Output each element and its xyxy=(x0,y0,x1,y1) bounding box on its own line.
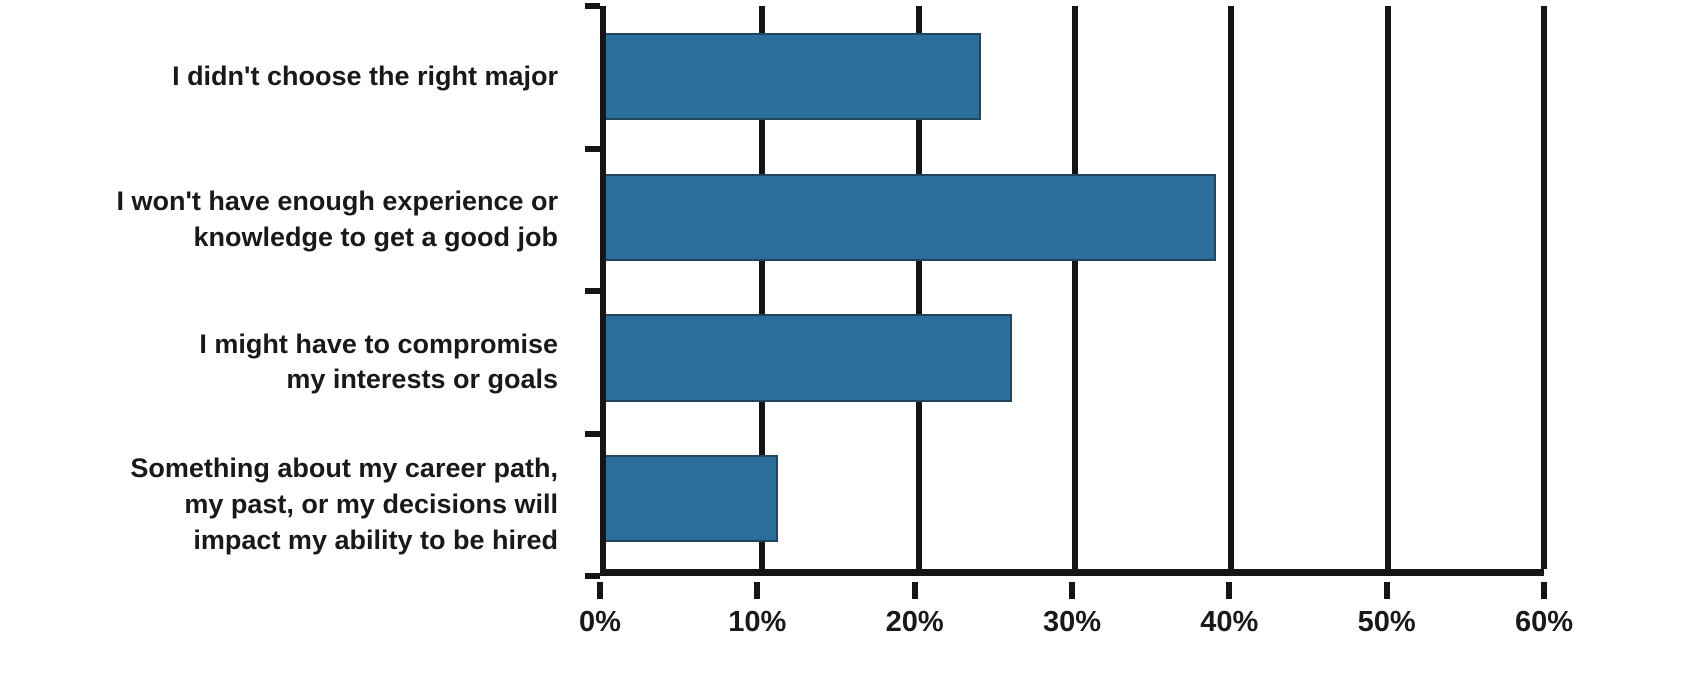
category-label: Something about my career path, my past,… xyxy=(130,453,558,555)
x-tick-mark xyxy=(754,582,761,599)
gridline xyxy=(1541,6,1547,569)
category-label: I won't have enough experience or knowle… xyxy=(116,186,558,252)
x-axis-tick-labels: 0% 10% 20% 30% 40% 50% 60% xyxy=(579,606,1573,650)
gridline xyxy=(1384,6,1391,569)
gridline xyxy=(1228,6,1235,569)
category-label: I didn't choose the right major xyxy=(172,61,558,92)
bars xyxy=(606,6,1544,569)
x-tick-mark xyxy=(911,582,918,599)
x-tick-label: 50% xyxy=(1357,606,1416,638)
bar xyxy=(606,455,778,543)
bar xyxy=(606,32,982,120)
x-tick-mark xyxy=(1069,582,1075,599)
y-tick-mark xyxy=(585,3,600,9)
bar-row xyxy=(606,6,1544,147)
gridline xyxy=(1072,6,1078,569)
category-label: I might have to compromise my interests … xyxy=(199,328,558,395)
plot-area xyxy=(600,6,1547,576)
y-tick-mark xyxy=(585,145,600,152)
y-axis-ticks xyxy=(585,3,600,579)
y-tick-mark xyxy=(585,573,600,579)
x-tick-mark xyxy=(1541,582,1547,599)
x-tick-label: 60% xyxy=(1514,606,1574,638)
bar xyxy=(606,314,1013,402)
x-tick-label: 10% xyxy=(728,606,787,638)
bar-row xyxy=(606,288,1544,429)
gridlines xyxy=(606,6,1547,569)
x-tick-mark xyxy=(1383,582,1390,599)
x-tick-mark xyxy=(1226,582,1233,599)
x-tick-label: 40% xyxy=(1200,606,1259,638)
gridline xyxy=(915,6,922,569)
bar-row xyxy=(606,147,1544,288)
category-labels: I didn't choose the right major I won't h… xyxy=(0,6,572,576)
x-tick-label: 30% xyxy=(1042,606,1102,638)
x-tick-label: 0% xyxy=(579,606,621,638)
x-axis-tick-marks xyxy=(597,582,1547,600)
y-tick-mark xyxy=(585,430,600,437)
gridline xyxy=(759,6,766,569)
x-tick-label: 20% xyxy=(885,606,944,638)
bar xyxy=(606,173,1216,261)
x-tick-mark xyxy=(597,582,603,599)
y-tick-mark xyxy=(585,288,600,294)
bar-row xyxy=(606,428,1544,569)
